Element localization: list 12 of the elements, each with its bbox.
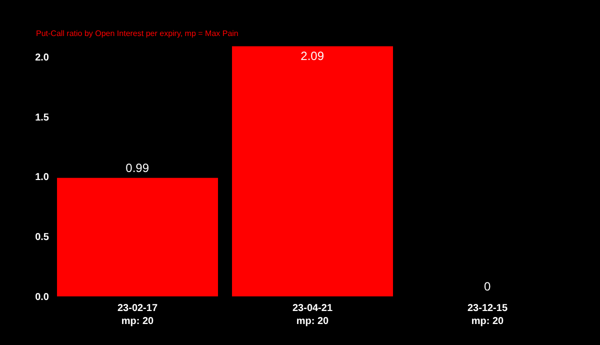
y-tick-label: 0.5 xyxy=(35,232,50,244)
y-tick-label: 1.5 xyxy=(35,112,50,124)
x-tick-label: 23-12-15 mp: 20 xyxy=(467,303,508,327)
y-tick-label: 0.0 xyxy=(35,292,50,303)
data-label: 0 xyxy=(484,279,491,294)
y-tick-label: 2.0 xyxy=(35,52,50,64)
chart-subtitle: Put-Call ratio by Open Interest per expiry, mp = Max Pain xyxy=(36,29,238,38)
x-tick-label: 23-02-17 mp: 20 xyxy=(117,303,158,327)
data-label: 2.09 xyxy=(300,49,324,64)
y-tick-label: 1.0 xyxy=(35,172,50,184)
x-tick-label: 23-04-21 mp: 20 xyxy=(292,303,333,327)
data-label: 0.99 xyxy=(126,160,150,175)
